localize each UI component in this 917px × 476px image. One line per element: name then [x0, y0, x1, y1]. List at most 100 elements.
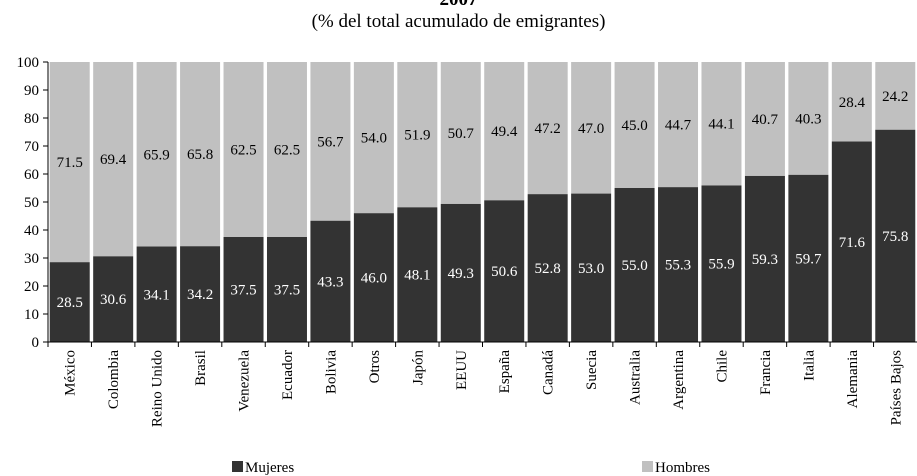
bar-hombres: [484, 62, 525, 201]
data-label-hombres: 47.2: [535, 121, 561, 137]
x-tick-label: Venezuela: [237, 350, 253, 412]
bar-mujeres: [397, 207, 438, 342]
bar-hombres: [571, 62, 612, 194]
bar-hombres: [223, 62, 264, 237]
axis-layer: México Colombia Reino Unido Brasil Venezuela…: [17, 55, 917, 427]
data-label-hombres: 40.3: [795, 111, 821, 127]
bar-hombres: [831, 62, 872, 142]
x-tick-label: Italia: [801, 350, 817, 381]
x-tick-label: Bolivia: [323, 350, 339, 395]
data-label-hombres: 62.5: [274, 143, 300, 159]
y-tick-label: 0: [32, 335, 40, 351]
x-tick-label: Francia: [758, 350, 774, 395]
data-label-hombres: 54.0: [361, 131, 387, 147]
x-tick-label: Colombia: [106, 350, 122, 410]
data-label-mujeres: 55.3: [665, 258, 691, 274]
bar-mujeres: [788, 174, 829, 342]
chart-subtitle: (% del total acumulado de emigrantes): [311, 11, 606, 32]
y-tick-label: 10: [24, 307, 39, 323]
x-tick-label: Países Bajos: [888, 350, 904, 426]
y-tick-label: 80: [24, 111, 39, 127]
data-label-mujeres: 34.1: [144, 287, 170, 303]
data-label-mujeres: 48.1: [404, 268, 430, 284]
data-label-hombres: 51.9: [404, 128, 430, 144]
bars-layer: [49, 62, 916, 342]
data-label-hombres: 24.2: [882, 89, 908, 105]
data-label-hombres: 62.5: [230, 143, 256, 159]
x-tick-label: Brasil: [193, 350, 209, 386]
x-tick-label: Japón: [410, 350, 426, 385]
data-label-hombres: 71.5: [57, 155, 83, 171]
data-label-hombres: 50.7: [448, 126, 475, 142]
x-tick-label: Canadá: [541, 350, 557, 395]
bar-mujeres: [266, 237, 307, 342]
data-label-mujeres: 55.9: [708, 257, 734, 273]
x-tick-label: Argentina: [671, 350, 687, 410]
bar-mujeres: [484, 200, 525, 342]
bar-mujeres: [571, 193, 612, 342]
data-label-mujeres: 30.6: [100, 292, 127, 308]
bar-hombres: [266, 62, 307, 237]
data-label-hombres: 44.1: [708, 117, 734, 133]
y-tick-label: 50: [24, 195, 39, 211]
bar-hombres: [93, 62, 134, 257]
data-label-hombres: 44.7: [665, 118, 692, 134]
bar-mujeres: [310, 220, 351, 342]
bar-hombres: [701, 62, 742, 186]
data-label-hombres: 69.4: [100, 152, 127, 168]
bar-hombres: [527, 62, 568, 195]
bar-hombres: [353, 62, 394, 214]
data-label-mujeres: 50.6: [491, 264, 518, 280]
bar-mujeres: [744, 175, 785, 342]
data-label-mujeres: 53.0: [578, 261, 604, 277]
data-label-hombres: 56.7: [317, 134, 344, 150]
bar-hombres: [136, 62, 177, 247]
y-tick-label: 90: [24, 83, 39, 99]
bar-mujeres: [658, 187, 699, 342]
data-label-mujeres: 37.5: [230, 283, 256, 299]
data-label-hombres: 65.8: [187, 147, 213, 163]
data-label-hombres: 47.0: [578, 121, 604, 137]
bar-mujeres: [701, 185, 742, 342]
bar-mujeres: [180, 246, 221, 342]
bar-hombres: [614, 62, 655, 188]
x-tick-label: Alemania: [845, 350, 861, 409]
bar-mujeres: [831, 141, 872, 342]
data-label-mujeres: 28.5: [57, 295, 83, 311]
bar-mujeres: [875, 129, 916, 342]
data-labels-layer: 28.5 71.5 30.6 69.4 34.1 65.9 34.2 65.8 37.5 62.5…: [57, 89, 909, 311]
bar-hombres: [658, 62, 699, 188]
data-label-mujeres: 34.2: [187, 287, 213, 303]
legend: Mujeres Hombres: [232, 460, 710, 476]
bar-mujeres: [136, 246, 177, 342]
x-tick-label: EEUU: [454, 350, 470, 390]
x-tick-label: Australia: [628, 350, 644, 405]
data-label-hombres: 28.4: [839, 95, 866, 111]
data-label-hombres: 49.4: [491, 124, 518, 140]
data-label-mujeres: 43.3: [317, 274, 343, 290]
x-tick-label: México: [63, 350, 79, 396]
data-label-mujeres: 71.6: [839, 235, 866, 251]
bar-hombres: [310, 62, 351, 221]
bar-hombres: [180, 62, 221, 247]
chart-title: 2007: [0, 0, 917, 10]
x-tick-label: Chile: [714, 350, 730, 383]
x-tick-label: Ecuador: [280, 350, 296, 400]
data-label-mujeres: 37.5: [274, 283, 300, 299]
bar-mujeres: [440, 203, 481, 342]
x-tick-label: Suecia: [584, 350, 600, 390]
x-tick-label: Otros: [367, 350, 383, 383]
data-label-mujeres: 52.8: [535, 261, 561, 277]
bar-hombres: [440, 62, 481, 204]
data-label-mujeres: 49.3: [448, 266, 474, 282]
x-tick-label: Reino Unido: [150, 350, 166, 427]
x-tick-label: España: [497, 350, 513, 394]
y-tick-label: 40: [24, 223, 39, 239]
bar-hombres: [49, 62, 90, 263]
y-tick-label: 30: [24, 251, 39, 267]
bar-hombres: [788, 62, 829, 175]
bar-mujeres: [353, 213, 394, 342]
legend-swatch: [642, 461, 653, 472]
bar-hombres: [744, 62, 785, 176]
